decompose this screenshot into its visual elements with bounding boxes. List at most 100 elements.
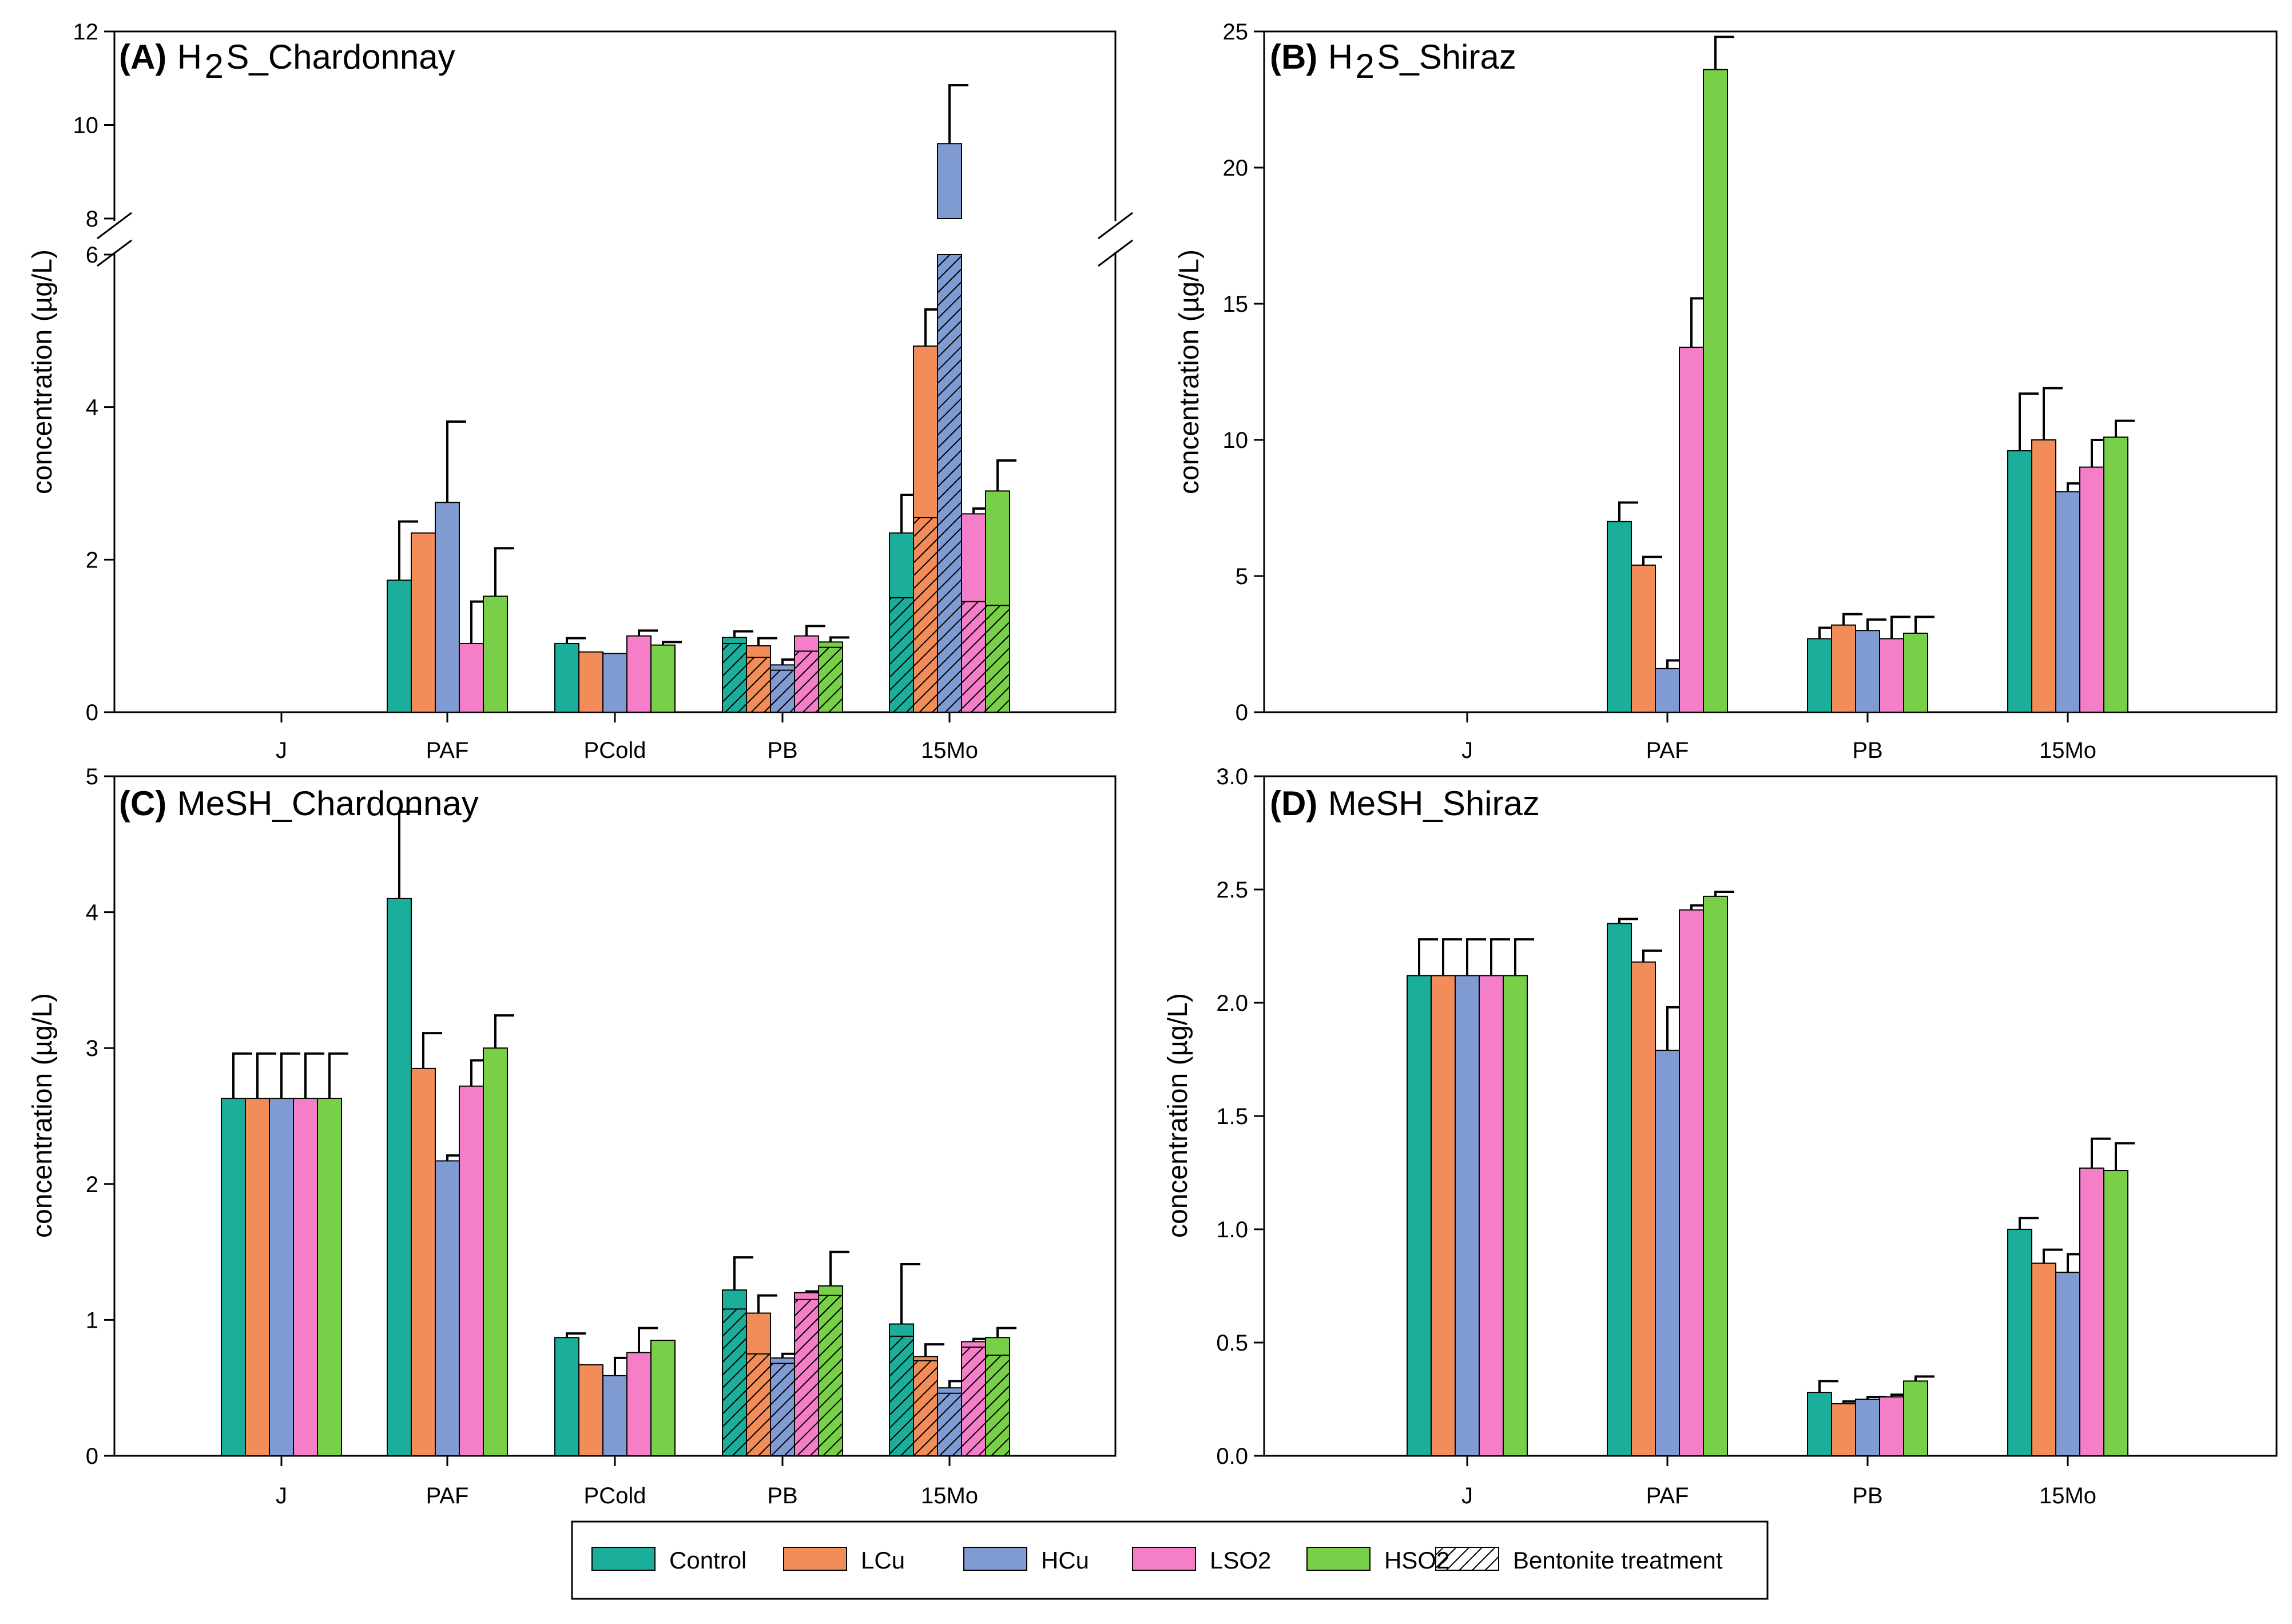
panel-c-y-tick-label: 2 [86, 1172, 98, 1197]
panel-a-bar-lcu-pcold [579, 652, 603, 712]
panel-d-x-tick-label: PAF [1646, 1483, 1689, 1508]
panel-c-bar-hcu-paf [435, 1161, 459, 1456]
panel-b-bar-lso2-paf [1679, 347, 1703, 712]
panel-a-y-tick-label: 10 [73, 113, 99, 138]
panel-d-label: (D) [1270, 784, 1317, 823]
panel-b-y-tick-label: 5 [1236, 564, 1248, 589]
panel-b-y-tick-label: 0 [1236, 700, 1248, 725]
panel-d-x-tick-label: PB [1852, 1483, 1882, 1508]
panel-c-bar-hso2-pcold [651, 1340, 675, 1456]
legend-swatch-lcu [784, 1547, 847, 1570]
panel-d-y-tick-label: 3.0 [1216, 764, 1248, 789]
panel-a-bar-hso2-paf [483, 596, 507, 712]
panel-b-bar-hcu-pb [1856, 630, 1880, 712]
panel-c-x-tick-label: 15Mo [921, 1483, 978, 1508]
panel-c-bar-hcu-pcold [603, 1376, 627, 1456]
legend-swatch-control [592, 1547, 655, 1570]
panel-c-y-tick-label: 3 [86, 1036, 98, 1061]
legend-label-control: Control [669, 1547, 746, 1574]
panel-d-bar-hso2-j [1503, 975, 1527, 1456]
panel-a-y-tick-label: 0 [86, 700, 98, 725]
panel-b-bar-control-paf [1607, 522, 1631, 712]
panel-b-title: (B) H 2 S_Shiraz [1270, 38, 1516, 85]
panel-c-bentonite-bar-lso2-pb [795, 1300, 819, 1456]
panel-d-title-text: MeSH_Shiraz [1328, 784, 1540, 823]
panel-b-title-rest: S_Shiraz [1377, 38, 1516, 76]
panel-c-bar-hso2-paf [483, 1048, 507, 1456]
panel-c-bar-hcu-j [269, 1098, 293, 1456]
panel-a-title-h: H [177, 38, 202, 76]
panel-a-title-subscript: 2 [205, 47, 224, 85]
panel-c-x-tick-label: PAF [426, 1483, 469, 1508]
panel-c-y-tick-label: 5 [86, 764, 98, 789]
panel-b-bar-lcu-15mo [2032, 440, 2056, 712]
legend-swatch-hso2 [1307, 1547, 1370, 1570]
panel-d-bar-lcu-pb [1832, 1404, 1856, 1456]
panel-c-y-axis-title: concentration (µg/L) [27, 993, 58, 1238]
panel-c-x-tick-label: PB [767, 1483, 797, 1508]
panel-c-x-tick-label: J [276, 1483, 287, 1508]
panel-d-title: (D) MeSH_Shiraz [1270, 784, 1540, 823]
panel-b-bar-lso2-15mo [2080, 467, 2104, 712]
panel-d-y-tick-label: 1.5 [1216, 1104, 1248, 1129]
panel-b-title-h: H [1328, 38, 1353, 76]
panel-b-x-tick-label: 15Mo [2039, 738, 2096, 763]
panel-b-bar-lso2-pb [1880, 638, 1904, 712]
panel-a-bentonite-bar-lcu-15mo [913, 518, 938, 712]
panel-c-chart: 012345J PAF PCold PB 15Mo concentration (µg/… [27, 764, 1115, 1508]
panel-d-bar-hcu-pb [1856, 1399, 1880, 1456]
panel-d-y-tick-label: 0.5 [1216, 1331, 1248, 1356]
panel-a-y-tick-label: 12 [73, 19, 99, 45]
panel-a-bentonite-bar-control-pb [722, 644, 746, 712]
panel-d-chart: 0.0 0.5 1.0 1.5 2.0 2.5 3.0 J PAF PB 15Mo concentr… [1163, 764, 2277, 1508]
panel-c-bentonite-bar-control-pb [722, 1309, 746, 1456]
panel-d-bar-control-j [1407, 975, 1431, 1456]
legend-label-lcu: LCu [861, 1547, 905, 1574]
panel-d-bar-control-paf [1607, 923, 1631, 1456]
panel-b-bar-hso2-15mo [2104, 437, 2128, 712]
panel-d-bar-lso2-pb [1880, 1397, 1904, 1456]
panel-a-y-axis-title: concentration (µg/L) [27, 249, 58, 494]
panel-d-y-tick-label: 2.0 [1216, 991, 1248, 1016]
panel-a-bar-hcu-15mo-upper [938, 144, 962, 219]
panel-b-y-tick-label: 15 [1223, 292, 1249, 317]
panel-c-bar-hso2-j [317, 1098, 341, 1456]
panel-b-x-tick-label: PB [1852, 738, 1882, 763]
panel-b-bar-lcu-pb [1832, 625, 1856, 712]
panel-d-bar-lcu-j [1431, 975, 1455, 1456]
panel-d-bar-hcu-15mo [2056, 1272, 2080, 1456]
panel-d-y-tick-label: 2.5 [1216, 877, 1248, 903]
panel-c-bentonite-bar-lso2-15mo [962, 1347, 986, 1456]
panel-c-bar-control-j [221, 1098, 245, 1456]
panel-d-y-tick-label: 1.0 [1216, 1217, 1248, 1242]
panel-c-x-tick-label: PCold [584, 1483, 646, 1508]
panel-a-title: (A) H 2 S_Chardonnay [119, 38, 455, 85]
panel-a-bar-lso2-paf [459, 644, 483, 712]
panel-a-x-tick-label: J [276, 738, 287, 763]
panel-d-bar-control-15mo [2008, 1229, 2032, 1456]
panel-b-y-tick-label: 10 [1223, 428, 1249, 453]
panel-c-bentonite-bar-control-15mo [889, 1336, 913, 1456]
legend-label-bentonite: Bentonite treatment [1513, 1547, 1723, 1574]
panel-a-y-tick-label: 6 [86, 243, 98, 268]
panel-b-label: (B) [1270, 38, 1317, 76]
panel-a-chart: 0 2 4 6 8 10 12 J PAF PCold PB 15Mo concentration (… [27, 19, 1133, 763]
panel-d-x-tick-label: 15Mo [2039, 1483, 2096, 1508]
panel-c-y-tick-label: 1 [86, 1308, 98, 1333]
panel-b-y-tick-label: 20 [1223, 156, 1249, 181]
panel-d-bar-hcu-paf [1655, 1050, 1679, 1456]
panel-c-bentonite-bar-hcu-pb [770, 1363, 795, 1456]
panel-d-bar-hso2-paf [1703, 896, 1727, 1456]
panel-d-x-tick-label: J [1461, 1483, 1473, 1508]
panel-a-bar-control-paf [387, 580, 411, 712]
panel-a-bentonite-bar-hso2-15mo [986, 605, 1010, 712]
panel-a-y-tick-label: 2 [86, 547, 98, 573]
panel-b-bar-hcu-paf [1655, 669, 1679, 712]
panel-a-bentonite-bar-lso2-15mo [962, 602, 986, 712]
panel-c-bentonite-bar-hso2-pb [819, 1296, 843, 1456]
panel-c-title: (C) MeSH_Chardonnay [119, 784, 479, 823]
panel-b-bar-control-pb [1808, 638, 1832, 712]
panel-c-bar-lso2-paf [459, 1086, 483, 1456]
panel-c-label: (C) [119, 784, 166, 823]
panel-b-chart: 0 5 10 15 20 25 J PAF PB 15Mo concentration (µg/L… [1174, 19, 2277, 763]
